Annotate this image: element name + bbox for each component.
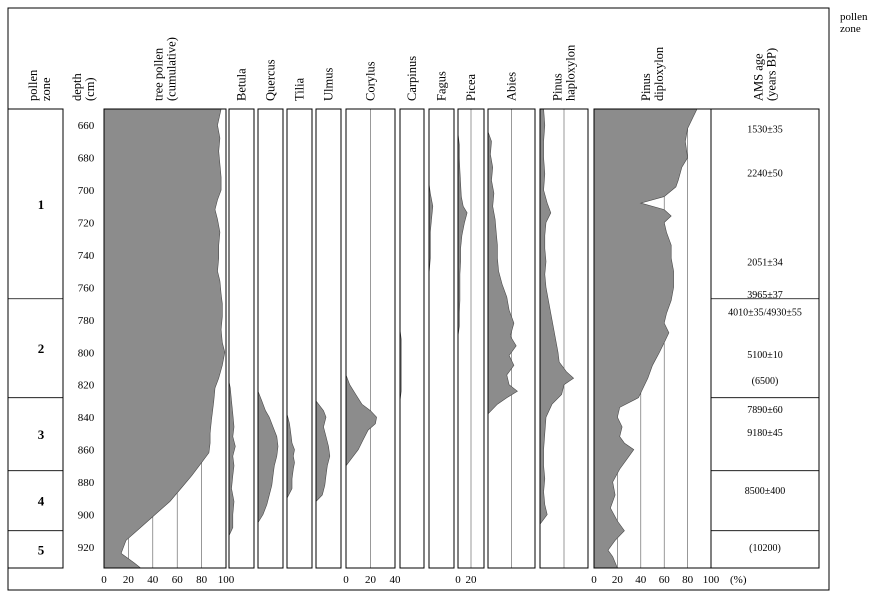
depth-tick-label: 740 bbox=[78, 250, 95, 262]
x-tick-label: 0 bbox=[591, 574, 597, 586]
curve-pinus-diploxylon bbox=[593, 108, 698, 569]
depth-tick-label: 800 bbox=[78, 347, 95, 359]
panel-frame bbox=[286, 108, 313, 569]
panel-header: diploxylon bbox=[652, 46, 666, 101]
zone-label: 2 bbox=[38, 341, 45, 356]
depth-tick-label: 900 bbox=[78, 509, 95, 521]
zone-label: 1 bbox=[38, 197, 45, 212]
ams-age-label: 2240±50 bbox=[747, 168, 783, 179]
x-tick-label: 20 bbox=[466, 574, 478, 586]
side-label-line: zone bbox=[840, 23, 861, 35]
ams-age-label: 5100±10 bbox=[747, 350, 783, 361]
panel-header: Picea bbox=[464, 73, 478, 101]
depth-tick-label: 680 bbox=[78, 153, 95, 165]
panel-header: Betula bbox=[235, 68, 249, 101]
percent-unit-label: (%) bbox=[730, 574, 747, 586]
ams-age-label: 4010±35/4930±55 bbox=[728, 308, 802, 319]
panel-header: Ulmus bbox=[322, 68, 336, 101]
curve-ulmus bbox=[315, 400, 331, 503]
depth-header: (cm) bbox=[83, 77, 97, 101]
x-tick-label: 80 bbox=[682, 574, 694, 586]
panel-header: Pinus bbox=[639, 73, 653, 101]
x-tick-label: 0 bbox=[343, 574, 349, 586]
depth-tick-label: 840 bbox=[78, 412, 95, 424]
curve-tree-pollen-cumulative- bbox=[103, 108, 226, 569]
x-tick-label: 60 bbox=[659, 574, 671, 586]
panel-header: Abies bbox=[505, 72, 519, 101]
x-tick-label: 60 bbox=[172, 574, 184, 586]
depth-tick-label: 660 bbox=[78, 120, 95, 132]
panel-frame bbox=[257, 108, 284, 569]
panel-frame bbox=[399, 108, 425, 569]
ams-age-label: 3965±37 bbox=[747, 290, 783, 301]
panel-header: haploxylon bbox=[564, 44, 578, 101]
ams-age-label: 9180±45 bbox=[747, 428, 783, 439]
depth-tick-label: 820 bbox=[78, 380, 95, 392]
panel-frame bbox=[539, 108, 589, 569]
panel-frame bbox=[228, 108, 255, 569]
curve-abies bbox=[487, 131, 518, 415]
ams-age-label: 2051±34 bbox=[747, 257, 783, 268]
depth-tick-label: 700 bbox=[78, 185, 95, 197]
depth-tick-label: 780 bbox=[78, 315, 95, 327]
ams-age-label: 7890±60 bbox=[747, 405, 783, 416]
panel-header: Corylus bbox=[364, 61, 378, 101]
panel-header: Carpinus bbox=[405, 56, 419, 101]
depth-tick-label: 920 bbox=[78, 542, 95, 554]
zone-label: 3 bbox=[38, 427, 45, 442]
x-tick-label: 20 bbox=[365, 574, 377, 586]
pollen-zone-header: pollen bbox=[26, 69, 40, 101]
side-label-line: pollen bbox=[840, 11, 868, 23]
panel-frame bbox=[103, 108, 227, 569]
x-tick-label: 80 bbox=[196, 574, 208, 586]
ams-age-label: (10200) bbox=[749, 543, 781, 554]
panel-header: Fagus bbox=[435, 71, 449, 101]
x-tick-label: 40 bbox=[390, 574, 402, 586]
x-tick-label: 20 bbox=[123, 574, 135, 586]
ams-age-label: 8500±400 bbox=[745, 486, 786, 497]
x-tick-label: 0 bbox=[455, 574, 461, 586]
ams-age-header: (years BP) bbox=[765, 48, 779, 101]
curve-quercus bbox=[257, 391, 279, 524]
curve-pinus-haploxylon bbox=[539, 108, 575, 526]
x-tick-label: 40 bbox=[635, 574, 647, 586]
curve-betula bbox=[228, 381, 236, 536]
curve-tilia bbox=[286, 413, 295, 499]
x-tick-label: 40 bbox=[147, 574, 159, 586]
panel-frame bbox=[315, 108, 342, 569]
x-tick-label: 0 bbox=[101, 574, 107, 586]
depth-header: depth bbox=[70, 72, 84, 101]
panel-header: Quercus bbox=[264, 59, 278, 101]
depth-tick-label: 720 bbox=[78, 218, 95, 230]
zone-label: 4 bbox=[38, 494, 45, 509]
pollen-zone-side-label: pollen zone bbox=[840, 11, 868, 35]
x-tick-label: 100 bbox=[218, 574, 235, 586]
x-tick-label: 100 bbox=[703, 574, 720, 586]
panel-header: (cumulative) bbox=[165, 37, 179, 101]
panel-frame bbox=[345, 108, 396, 569]
depth-tick-label: 880 bbox=[78, 477, 95, 489]
panel-header: Pinus bbox=[551, 73, 565, 101]
zone-label: 5 bbox=[38, 542, 45, 557]
panel-frame bbox=[457, 108, 485, 569]
pollen-zone-header: zone bbox=[39, 77, 53, 101]
depth-tick-label: 860 bbox=[78, 445, 95, 457]
curve-fagus bbox=[428, 183, 434, 275]
ams-age-header: AMS age bbox=[752, 53, 766, 101]
x-tick-label: 20 bbox=[612, 574, 624, 586]
age-column-frame bbox=[710, 108, 820, 569]
panel-frame bbox=[428, 108, 455, 569]
panel-header: Tilia bbox=[293, 77, 307, 101]
depth-tick-label: 760 bbox=[78, 282, 95, 294]
ams-age-label: (6500) bbox=[752, 376, 779, 387]
zone-column-frame bbox=[7, 108, 64, 569]
curve-corylus bbox=[345, 374, 377, 467]
panel-header: tree pollen bbox=[152, 47, 166, 101]
curve-picea bbox=[457, 133, 468, 337]
ams-age-label: 1530±35 bbox=[747, 124, 783, 135]
panel-frame bbox=[487, 108, 536, 569]
